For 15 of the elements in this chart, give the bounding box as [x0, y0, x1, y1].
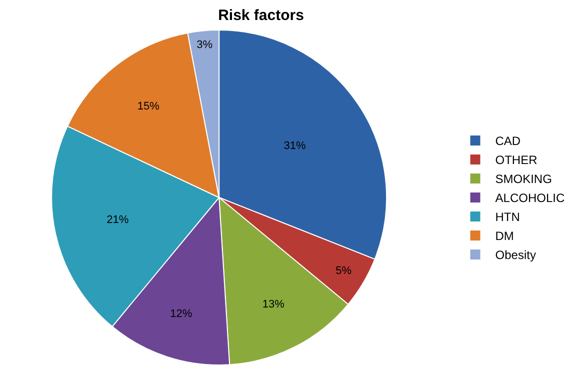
data-label: 31%: [284, 140, 306, 152]
data-label: 15%: [137, 100, 160, 112]
data-label: 21%: [106, 214, 129, 226]
data-label: 12%: [170, 308, 192, 320]
legend-label: SMOKING: [495, 172, 552, 186]
legend-label: HTN: [495, 210, 520, 224]
data-label: 13%: [262, 298, 285, 310]
chart-title: Risk factors: [218, 6, 304, 24]
data-label: 3%: [196, 39, 213, 52]
legend-label: Obesity: [495, 248, 536, 262]
legend-label: ALCOHOLIC: [495, 191, 565, 206]
legend-label: OTHER: [495, 153, 538, 168]
legend-label: CAD: [495, 134, 521, 148]
data-label: 5%: [336, 265, 352, 278]
legend-label: DM: [495, 229, 514, 244]
